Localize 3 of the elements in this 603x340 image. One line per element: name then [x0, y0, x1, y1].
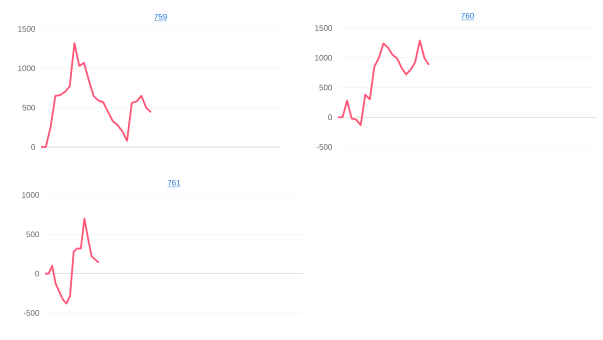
line-series — [337, 40, 430, 126]
line-series — [40, 42, 152, 148]
line-series — [44, 218, 100, 304]
